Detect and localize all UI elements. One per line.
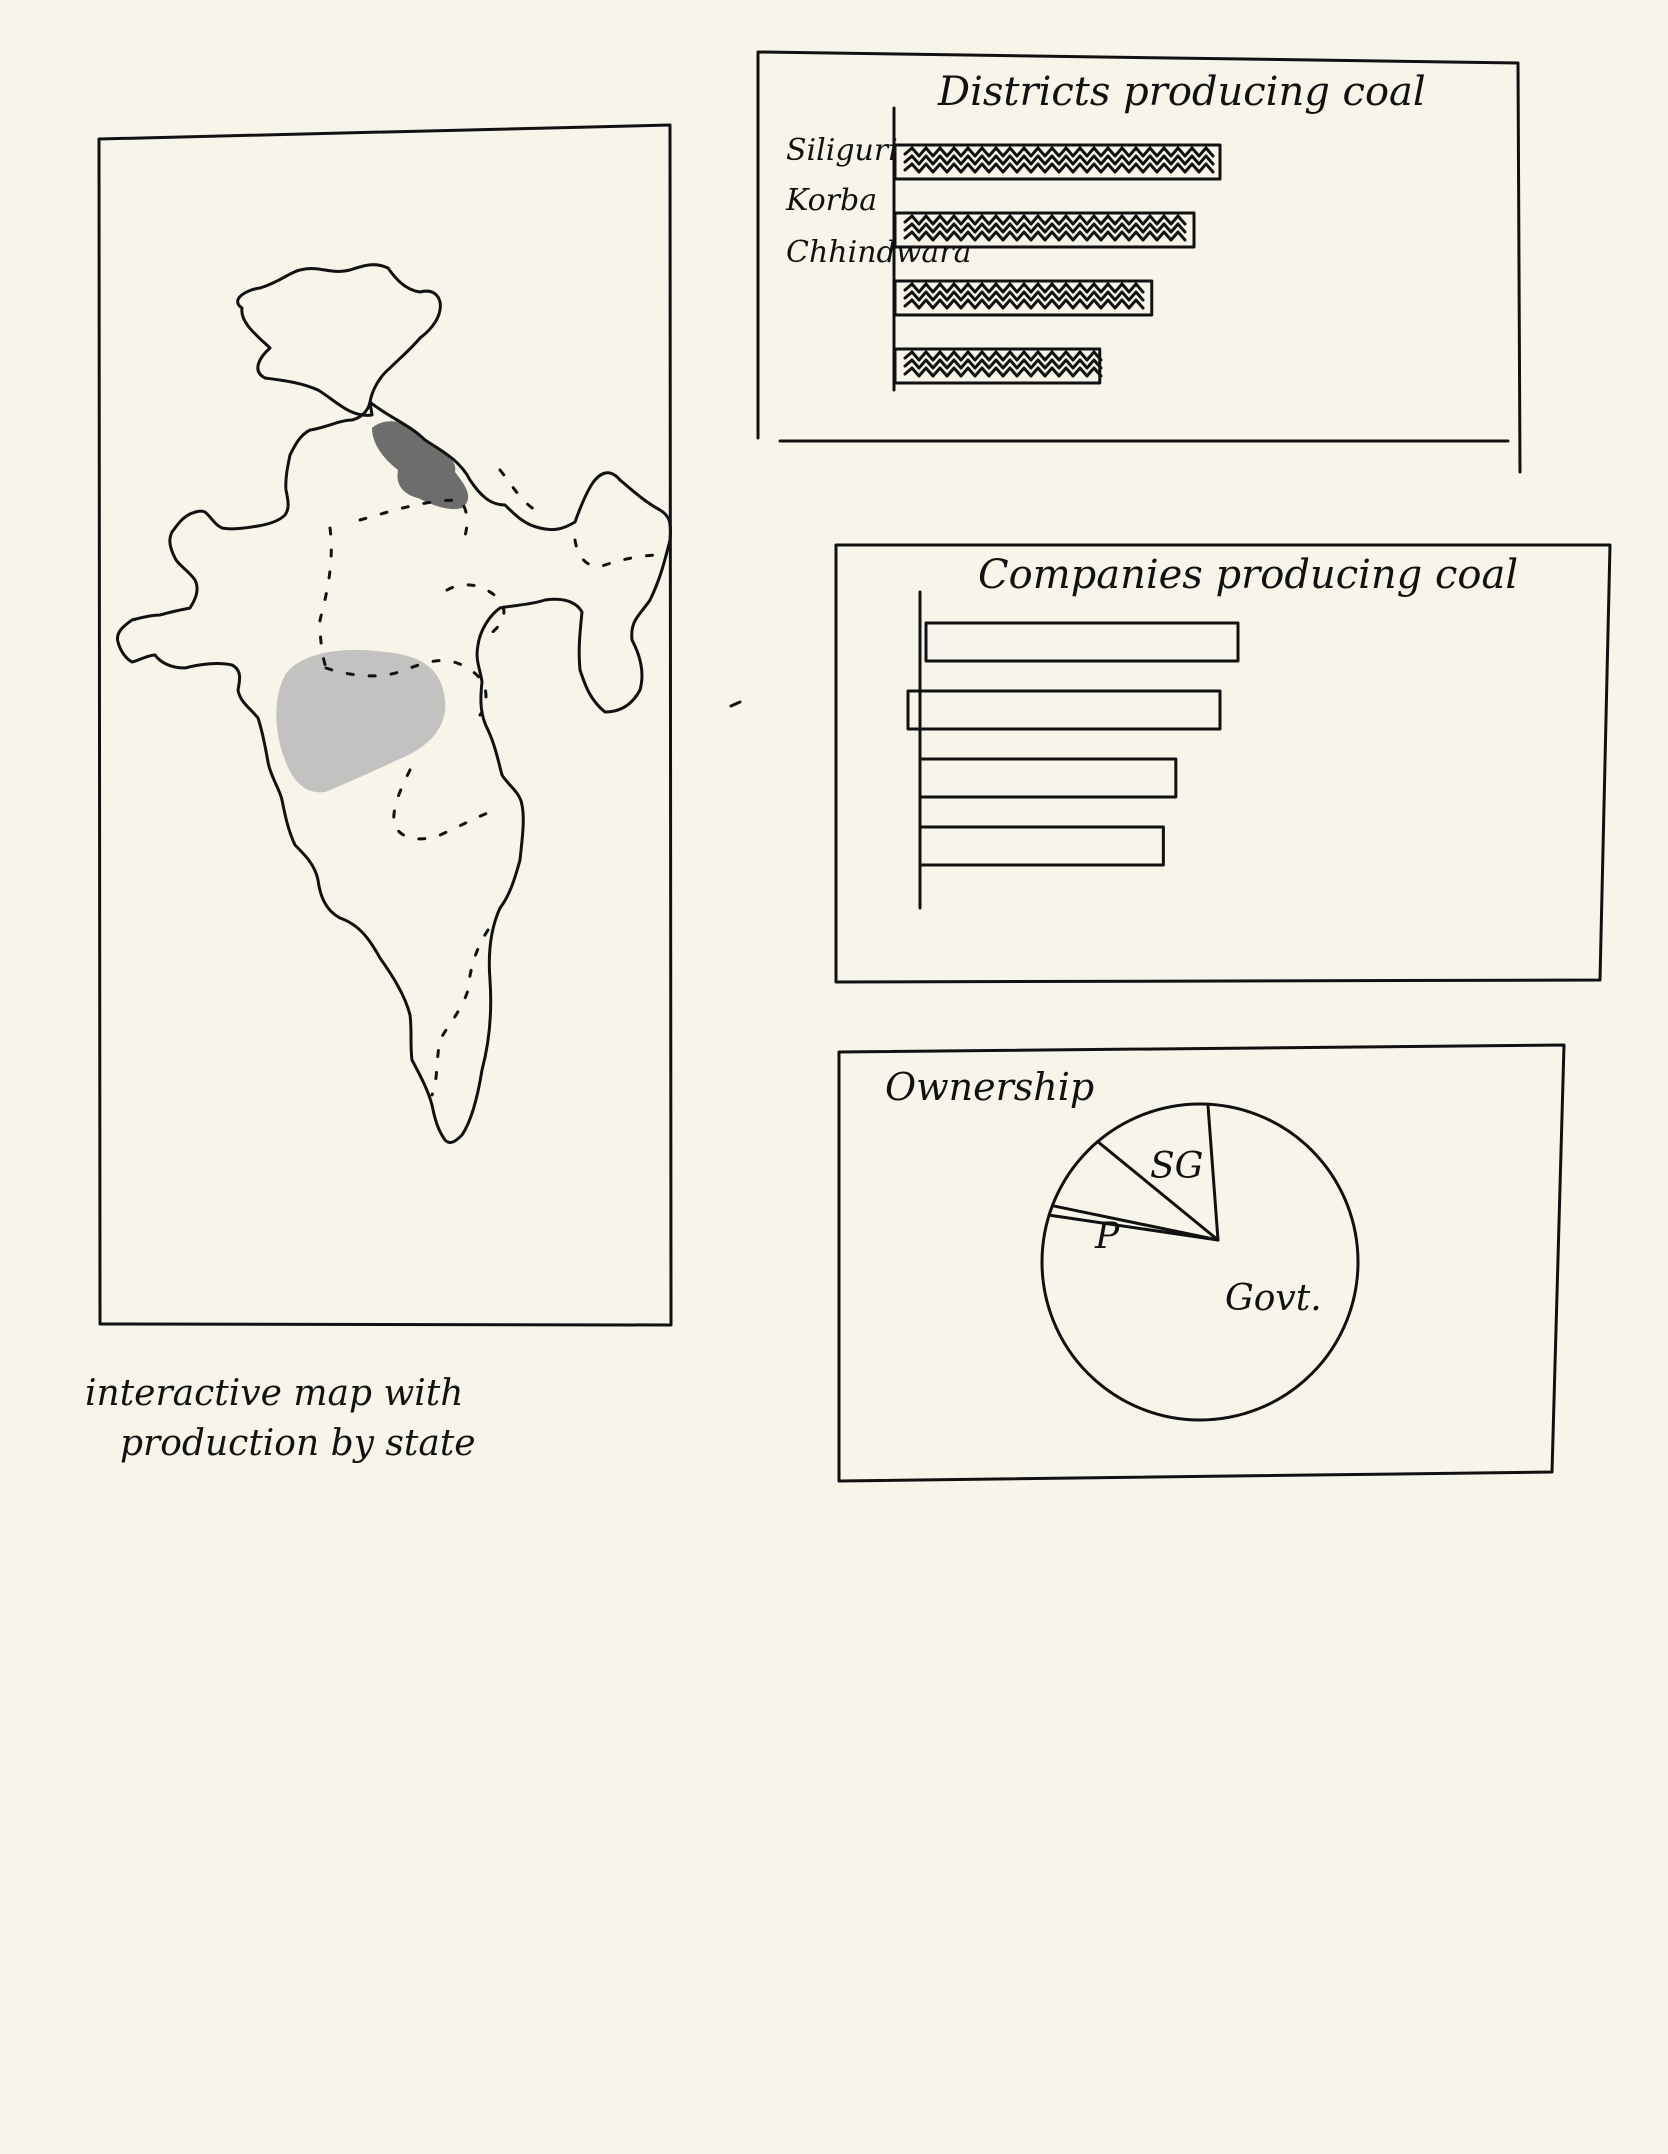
pie-slice-label: P (1094, 1216, 1120, 1257)
ownership-chart-panel: Ownership Govt. P SG (837, 1043, 1566, 1483)
district-bar-scribble (903, 214, 1187, 242)
stray-mark (729, 700, 742, 708)
district-label: Siliguri (786, 133, 898, 168)
map-panel: interactive map with production by state (85, 123, 673, 1464)
district-bar-scribble (903, 282, 1145, 310)
district-bar[interactable] (893, 211, 1196, 249)
company-bar[interactable] (924, 621, 1240, 663)
map-caption-line1: interactive map with (85, 1373, 463, 1414)
district-chart-title: Districts producing coal (937, 69, 1426, 115)
district-labels: Siliguri Korba Chhindwara (785, 133, 972, 270)
company-bars (906, 621, 1240, 867)
ownership-pie-slices: Govt. P SG (1047, 1102, 1322, 1319)
pie-slice-label: Govt. (1225, 1278, 1322, 1319)
company-chart-title: Companies producing coal (978, 552, 1518, 598)
district-bar[interactable] (893, 143, 1222, 181)
india-outline[interactable] (115, 263, 672, 1144)
ownership-chart-frame (837, 1043, 1566, 1483)
pie-slice-boundary (1096, 1140, 1220, 1242)
district-label: Chhindwara (786, 235, 972, 270)
company-chart-frame (834, 543, 1612, 984)
district-chart-frame (756, 50, 1522, 474)
district-bar[interactable] (893, 279, 1154, 317)
map-highlight-central[interactable] (276, 649, 446, 793)
map-frame (97, 123, 673, 1327)
company-bar[interactable] (918, 757, 1178, 799)
company-bar[interactable] (918, 825, 1165, 867)
company-chart-panel: Companies producing coal (834, 543, 1612, 984)
pie-slice-boundary (1050, 1204, 1220, 1242)
district-label: Korba (785, 183, 877, 218)
company-bar[interactable] (906, 689, 1222, 731)
map-caption-line2: production by state (120, 1423, 476, 1464)
district-bar-scribble (903, 350, 1103, 378)
ownership-pie-outline (1040, 1102, 1360, 1422)
map-highlight-north[interactable] (372, 421, 469, 510)
state-borders (318, 468, 662, 1097)
pie-slice-boundary (1206, 1102, 1220, 1242)
district-chart-panel: Districts producing coal Siliguri Korba Ch… (756, 50, 1522, 474)
pie-slice-label: SG (1150, 1146, 1203, 1187)
ownership-chart-title: Ownership (885, 1065, 1094, 1109)
district-bar-scribble (903, 146, 1215, 174)
pie-slice-boundary (1047, 1213, 1220, 1242)
district-bars (893, 143, 1222, 385)
